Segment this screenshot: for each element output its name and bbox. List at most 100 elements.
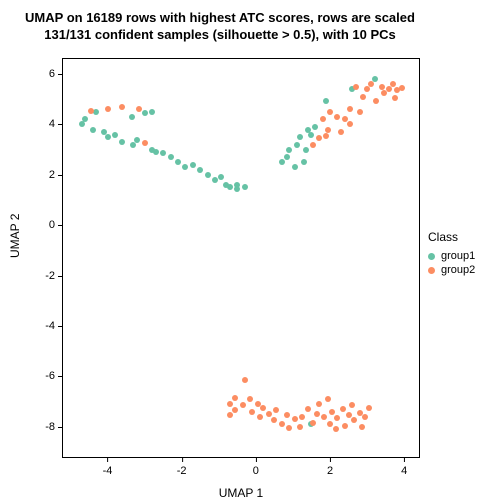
data-point [334,114,340,120]
legend-item: group1 [428,250,475,262]
data-point [240,402,246,408]
title-line-1: UMAP on 16189 rows with highest ATC scor… [25,10,415,25]
data-point [294,142,300,148]
data-point [325,127,331,133]
data-point [338,129,344,135]
y-tick: -2 [25,270,63,282]
data-point [93,109,99,115]
data-point [303,147,309,153]
data-point [325,396,331,402]
data-point [142,140,148,146]
data-point [247,396,253,402]
data-point [297,134,303,140]
data-point [299,414,305,420]
data-point [323,98,329,104]
data-point [232,407,238,413]
title-line-2: 131/131 confident samples (silhouette > … [44,27,395,42]
data-point [218,174,224,180]
data-point [342,116,348,122]
legend-items: group1 group2 [428,250,475,276]
data-point [342,423,348,429]
data-point [197,167,203,173]
y-tick: 0 [25,219,63,231]
data-point [310,420,316,426]
data-point [321,414,327,420]
data-point [310,142,316,148]
data-point [273,407,279,413]
x-tick: 4 [401,457,407,477]
data-point [129,114,135,120]
data-point [362,414,368,420]
y-tick: 4 [25,118,63,130]
legend-title: Class [428,230,475,244]
legend-swatch [428,267,435,274]
x-axis-label: UMAP 1 [62,486,420,500]
umap-chart: UMAP on 16189 rows with highest ATC scor… [0,0,504,504]
data-point [279,159,285,165]
y-axis-label: UMAP 2 [8,214,22,258]
data-point [242,377,248,383]
data-point [346,412,352,418]
data-point [284,412,290,418]
data-point [334,415,340,421]
data-point [316,401,322,407]
legend: Class group1 group2 [428,230,475,278]
y-tick: -4 [25,320,63,332]
plot-area: -8-6-4-20246-4-2024 [62,58,420,458]
data-point [357,109,363,115]
data-point [312,124,318,130]
data-point [392,95,398,101]
x-tick: 2 [327,457,333,477]
data-point [134,137,140,143]
data-point [390,81,396,87]
data-point [149,109,155,115]
data-point [234,186,240,192]
data-point [160,150,166,156]
data-point [353,84,359,90]
data-point [305,406,311,412]
data-point [130,142,136,148]
data-point [88,108,94,114]
x-tick: 0 [253,457,259,477]
data-point [297,424,303,430]
data-point [205,172,211,178]
data-point [153,149,159,155]
data-point [190,162,196,168]
data-point [314,411,320,417]
data-point [399,85,405,91]
data-point [168,154,174,160]
data-point [320,116,326,122]
data-point [351,417,357,423]
data-point [266,411,272,417]
data-point [327,109,333,115]
data-point [329,409,335,415]
data-point [227,184,233,190]
data-point [359,424,365,430]
data-point [279,421,285,427]
data-point [249,409,255,415]
y-tick: 2 [25,169,63,181]
data-point [136,106,142,112]
chart-title: UMAP on 16189 rows with highest ATC scor… [0,10,440,44]
x-tick: -2 [177,457,187,477]
data-point [182,164,188,170]
legend-label: group1 [441,250,475,262]
data-point [373,98,379,104]
data-point [232,395,238,401]
y-tick: -6 [25,370,63,382]
legend-item: group2 [428,264,475,276]
data-point [90,127,96,133]
data-point [227,412,233,418]
data-point [242,184,248,190]
data-point [119,139,125,145]
data-point [271,417,277,423]
data-point [175,159,181,165]
data-point [119,104,125,110]
data-point [327,421,333,427]
data-point [257,414,263,420]
data-point [105,106,111,112]
data-point [340,406,346,412]
data-point [286,425,292,431]
data-point [227,401,233,407]
y-tick: 6 [25,68,63,80]
